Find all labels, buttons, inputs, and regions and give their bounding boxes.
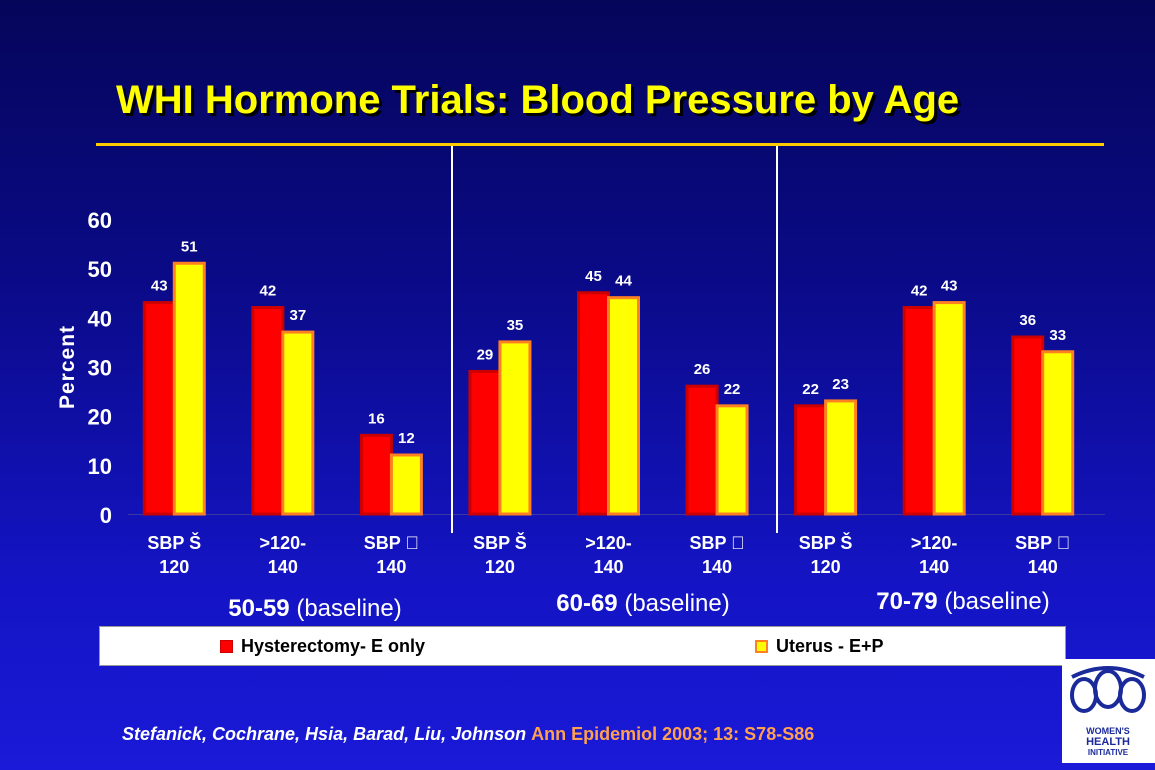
bar-e-p [607,296,640,516]
bar-e-only [685,384,719,516]
bar-e-only [142,301,176,516]
y-tick-label: 60 [88,208,112,233]
bar-e-only [468,369,502,516]
data-label: 42 [259,283,276,300]
bar-e-p [389,453,423,516]
data-label: 22 [724,381,741,398]
whi-logo-icon: WOMEN'S HEALTH INITIATIVE [1070,666,1146,757]
svg-text:INITIATIVE: INITIATIVE [1088,748,1129,757]
data-label: 23 [832,376,849,393]
data-label: 45 [585,268,602,285]
whi-logo: WOMEN'S HEALTH INITIATIVE [1062,659,1155,763]
data-label: 26 [694,361,711,378]
group-label-suffix: (baseline) [290,595,402,622]
x-tick-label: 120 [485,557,515,577]
data-label: 43 [151,278,168,295]
chart-legend: Hysterectomy- E only Uterus - E+P [99,626,1066,666]
group-label-age: 70-79 [876,588,937,615]
x-tick-label: >120- [260,533,307,553]
x-tick-label: 140 [702,557,732,577]
x-tick-label: SBP  [1015,533,1070,553]
x-tick-label: >120- [585,533,632,553]
bar-e-only [794,404,828,516]
data-label: 36 [1019,312,1036,329]
x-tick-label: 140 [919,557,949,577]
bar-e-only [902,306,936,516]
y-tick-label: 40 [88,306,112,331]
citation: Stefanick, Cochrane, Hsia, Barad, Liu, J… [122,724,814,745]
x-tick-label: 120 [159,557,189,577]
bar-e-p [1041,350,1075,516]
legend-label: Hysterectomy- E only [241,636,426,656]
data-label: 44 [615,273,632,290]
slide-title: WHI Hormone Trials: Blood Pressure by Ag… [116,78,960,122]
y-tick-label: 0 [100,503,112,528]
bar-e-only [359,433,393,516]
y-tick-label: 50 [88,257,112,282]
title-underline [96,143,1104,146]
x-tick-label: SBP  [364,533,419,553]
group-label-suffix: (baseline) [618,590,730,617]
bar-e-p [498,340,532,516]
y-tick-label: 10 [88,454,112,479]
data-label: 12 [398,430,415,447]
legend-swatch-e-only [220,640,233,653]
x-tick-label: 140 [1028,557,1058,577]
y-axis-label: Percent [56,325,79,409]
bar-e-p [715,404,749,516]
y-tick-label: 20 [88,405,112,430]
x-tick-label: SBP Š [147,532,201,553]
x-tick-label: 140 [593,557,623,577]
x-tick-label: >120- [911,533,958,553]
bar-e-only [251,306,285,516]
data-label: 16 [368,410,385,427]
bar-e-p [824,399,858,516]
group-label-age: 50-59 [228,595,289,622]
data-label: 35 [507,317,524,334]
x-tick-label: 140 [268,557,298,577]
bar-chart: Percent 0 10 20 30 40 50 60 43 51 SBP Š 120 42 37 >120… [56,208,1105,622]
legend-swatch-e-p [755,640,768,653]
group-label-age: 60-69 [556,590,617,617]
data-label: 42 [911,283,928,300]
bar-e-only [577,291,610,516]
data-label: 29 [477,346,494,363]
data-label: 37 [289,307,306,324]
legend-label: Uterus - E+P [776,636,884,656]
group-label: 50-59 (baseline) [228,595,401,622]
citation-authors: Stefanick, Cochrane, Hsia, Barad, Liu, J… [122,724,527,744]
bar-e-p [172,261,206,516]
svg-text:HEALTH: HEALTH [1086,736,1130,748]
data-label: 43 [941,278,958,295]
group-label: 70-79 (baseline) [876,588,1049,615]
bar-e-only [1011,335,1045,516]
citation-journal: Ann Epidemiol 2003; 13: S78-S86 [531,724,815,744]
group-label: 60-69 (baseline) [556,590,729,617]
x-tick-label: SBP Š [473,532,527,553]
legend-item-e-p: Uterus - E+P [755,636,884,657]
x-tick-label: SBP  [689,533,744,553]
legend-item-e-only: Hysterectomy- E only [220,636,425,657]
bar-e-p [281,330,315,516]
svg-text:WOMEN'S: WOMEN'S [1086,726,1130,736]
data-label: 22 [802,381,819,398]
x-tick-label: 120 [811,557,841,577]
data-label: 51 [181,238,198,255]
x-tick-label: SBP Š [799,532,853,553]
bar-e-p [932,301,966,516]
data-label: 33 [1049,327,1066,344]
x-tick-label: 140 [376,557,406,577]
y-tick-label: 30 [88,356,112,381]
group-label-suffix: (baseline) [938,588,1050,615]
